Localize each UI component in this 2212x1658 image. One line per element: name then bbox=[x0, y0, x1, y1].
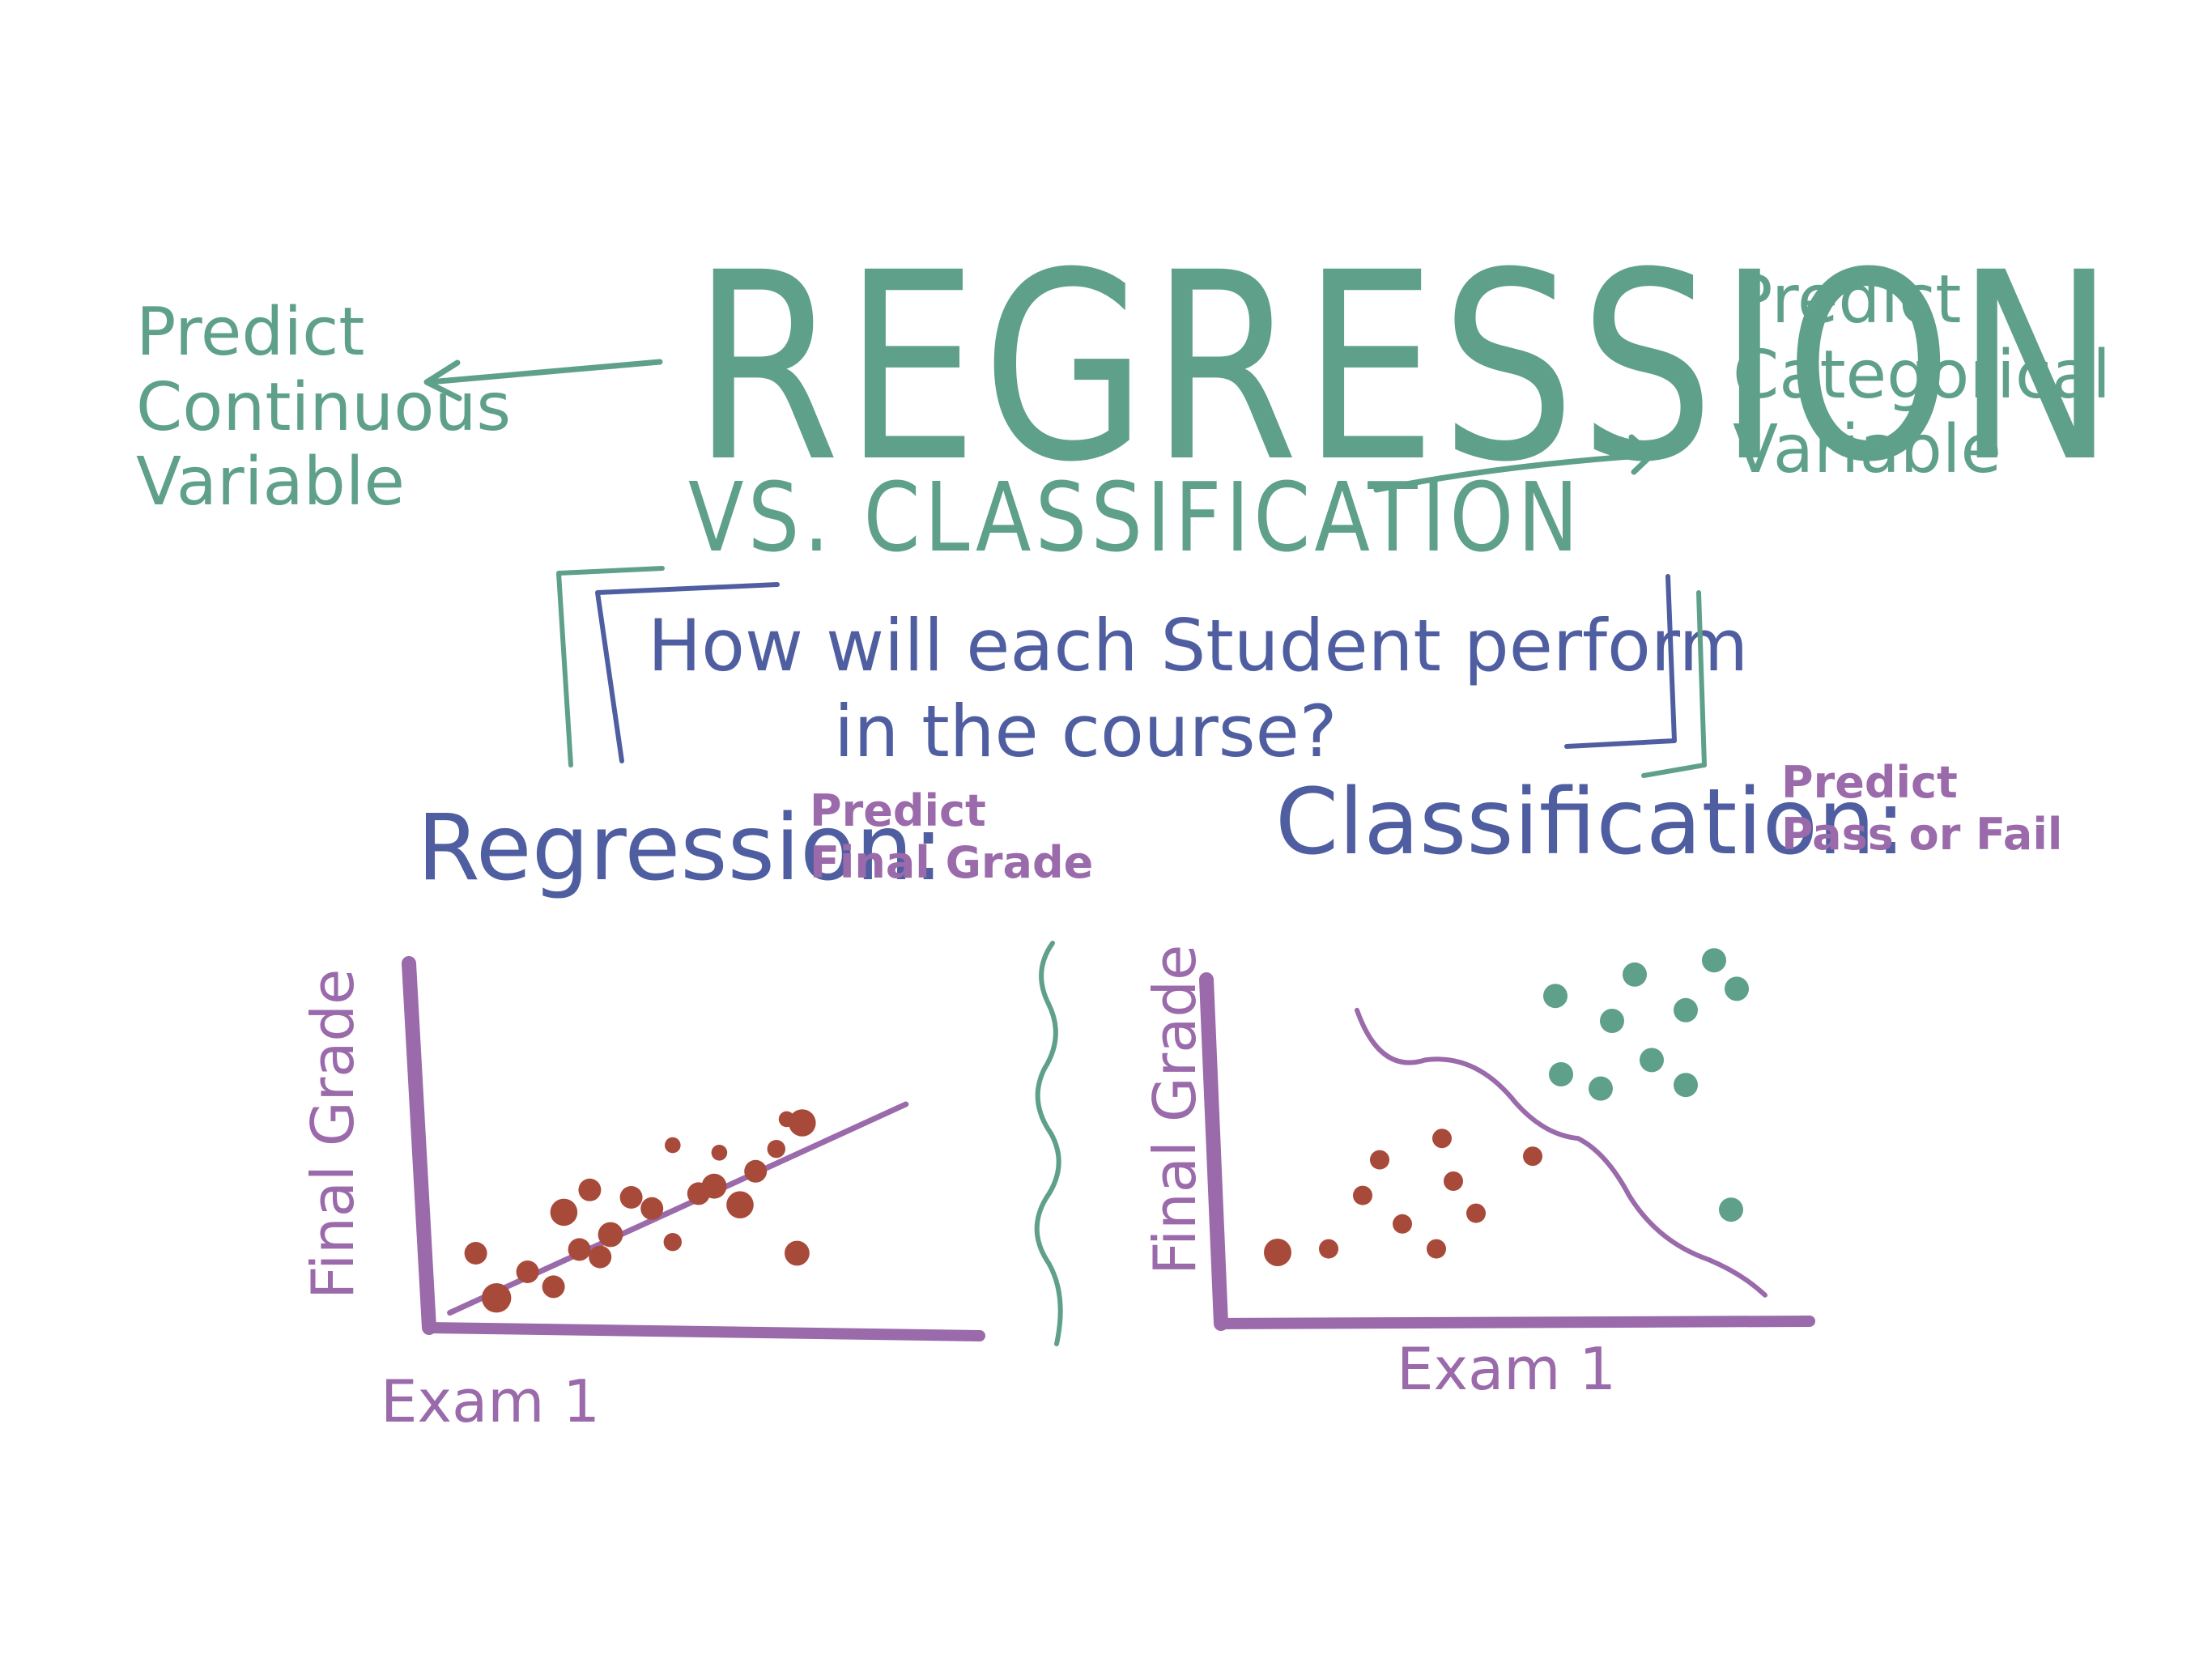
regression-line bbox=[447, 1101, 909, 1316]
right-note-line: Variable bbox=[1733, 411, 2002, 489]
regression-points bbox=[464, 1109, 816, 1313]
fail-point bbox=[1523, 1146, 1542, 1167]
regression-point bbox=[550, 1198, 578, 1226]
regression-point bbox=[542, 1275, 565, 1299]
regression-point bbox=[711, 1145, 728, 1161]
left-arrow bbox=[426, 359, 663, 385]
fail-point bbox=[1264, 1239, 1291, 1266]
pass-point bbox=[1725, 976, 1749, 1001]
regression-desc: Predict Final Grade bbox=[810, 785, 1093, 888]
pass-point bbox=[1549, 1062, 1573, 1086]
pass-point bbox=[1702, 948, 1726, 973]
classification-desc-line: Predict bbox=[1781, 757, 1958, 808]
regression-point bbox=[619, 1186, 643, 1209]
fail-point bbox=[1432, 1129, 1452, 1149]
classification-desc-line: Pass or Fail bbox=[1781, 808, 2063, 860]
fail-point bbox=[1444, 1171, 1463, 1191]
question: How will each Student perform in the cou… bbox=[648, 603, 1748, 774]
regression-point bbox=[598, 1222, 623, 1248]
question-line: How will each Student perform bbox=[648, 604, 1749, 687]
regression-xlabel: Exam 1 bbox=[381, 1367, 601, 1435]
classification-points bbox=[1264, 948, 1749, 1266]
pass-point bbox=[1719, 1197, 1743, 1222]
right-arrowhead bbox=[1628, 434, 1655, 475]
classification-xlabel: Exam 1 bbox=[1397, 1335, 1617, 1403]
classification-x-axis bbox=[1215, 1316, 1815, 1329]
classification-desc: Predict Pass or Fail bbox=[1781, 757, 2062, 860]
regression-point bbox=[516, 1261, 539, 1283]
pass-point bbox=[1543, 984, 1568, 1009]
outer-right-bracket bbox=[1641, 590, 1707, 778]
regression-point bbox=[785, 1240, 810, 1266]
regression-point bbox=[464, 1242, 487, 1265]
decision-boundary bbox=[1355, 1007, 1767, 1298]
pass-point bbox=[1623, 962, 1647, 987]
fail-point bbox=[1319, 1239, 1338, 1259]
right-arrow bbox=[1373, 452, 1655, 493]
regression-point bbox=[589, 1245, 612, 1269]
regression-point bbox=[482, 1283, 512, 1313]
right-note: Predict Categorical Variable bbox=[1733, 261, 2111, 489]
regression-point bbox=[744, 1159, 768, 1183]
decision-boundary-curve bbox=[1355, 1007, 1767, 1298]
divider-line bbox=[1034, 941, 1063, 1346]
pass-point bbox=[1600, 1009, 1624, 1033]
outer-left-bracket bbox=[556, 566, 665, 767]
question-line: in the course? bbox=[834, 689, 1338, 773]
fail-point bbox=[1427, 1239, 1446, 1259]
inner-right-bracket bbox=[1564, 574, 1677, 749]
pass-point bbox=[1674, 997, 1698, 1022]
pass-point bbox=[1640, 1048, 1664, 1073]
pass-point bbox=[1674, 1073, 1698, 1098]
left-note-line: Predict bbox=[136, 294, 365, 371]
classification-y-axis bbox=[1199, 972, 1228, 1331]
regression-point bbox=[767, 1140, 785, 1158]
left-note-line: Variable bbox=[136, 444, 406, 521]
inner-left-bracket bbox=[595, 582, 780, 763]
regression-point bbox=[665, 1137, 681, 1154]
regression-point bbox=[701, 1173, 727, 1199]
fail-point bbox=[1353, 1185, 1372, 1205]
left-arrowhead bbox=[423, 359, 462, 402]
page-subtitle: VS. CLASSIFICATION bbox=[688, 461, 1583, 573]
regression-point bbox=[663, 1233, 682, 1252]
right-note-line: Categorical bbox=[1733, 336, 2111, 414]
regression-point bbox=[568, 1238, 591, 1261]
classification-label: Classification: bbox=[1275, 770, 1906, 875]
fail-point bbox=[1466, 1203, 1486, 1223]
fail-point bbox=[1393, 1214, 1412, 1234]
regression-fit-line bbox=[447, 1101, 909, 1316]
regression-desc-line: Predict bbox=[810, 785, 986, 836]
regression-point bbox=[778, 1111, 795, 1128]
regression-label: Regression: bbox=[417, 796, 944, 901]
regression-desc-line: Final Grade bbox=[810, 836, 1094, 888]
right-note-line: Predict bbox=[1733, 261, 1962, 338]
regression-y-axis bbox=[402, 956, 436, 1335]
page-title: REGRESSION bbox=[692, 218, 2120, 519]
regression-point bbox=[578, 1178, 602, 1201]
regression-point bbox=[789, 1109, 816, 1137]
fail-point bbox=[1370, 1150, 1389, 1170]
regression-point bbox=[726, 1191, 754, 1218]
pass-point bbox=[1589, 1076, 1613, 1101]
regression-point bbox=[640, 1197, 664, 1220]
regression-x-axis bbox=[423, 1322, 985, 1341]
